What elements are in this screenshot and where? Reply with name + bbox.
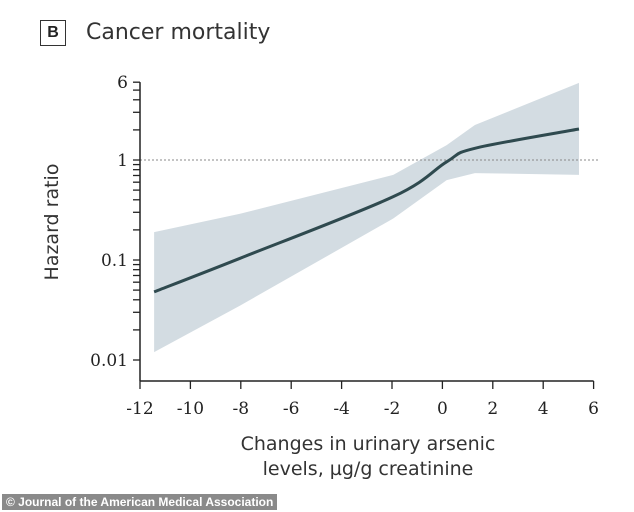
x-axis-label: Changes in urinary arsenic	[241, 433, 496, 455]
x-tick-label: -10	[177, 399, 204, 419]
panel-label: B	[40, 20, 66, 46]
y-axis-label: Hazard ratio	[41, 164, 63, 281]
hazard-ratio-line	[153, 127, 580, 294]
y-tick-label: 1	[117, 151, 128, 171]
y-tick-label: 0.01	[90, 351, 128, 371]
credit-text: © Journal of the American Medical Associ…	[2, 494, 278, 510]
x-tick-label: -4	[333, 399, 350, 419]
x-axis-label: levels, µg/g creatinine	[263, 458, 474, 480]
chart-title: Cancer mortality	[86, 20, 271, 45]
x-tick-label: -8	[233, 399, 250, 419]
confidence-band	[154, 82, 579, 353]
y-tick-label: 0.1	[101, 251, 128, 271]
x-tick-label: -2	[384, 399, 401, 419]
x-tick-label: 2	[487, 399, 498, 419]
x-tick-label: -12	[126, 399, 153, 419]
x-tick-label: 6	[588, 399, 599, 419]
y-tick-label: 6	[117, 73, 128, 93]
x-tick-label: -6	[283, 399, 300, 419]
x-tick-label: 0	[437, 399, 448, 419]
x-tick-label: 4	[538, 399, 549, 419]
